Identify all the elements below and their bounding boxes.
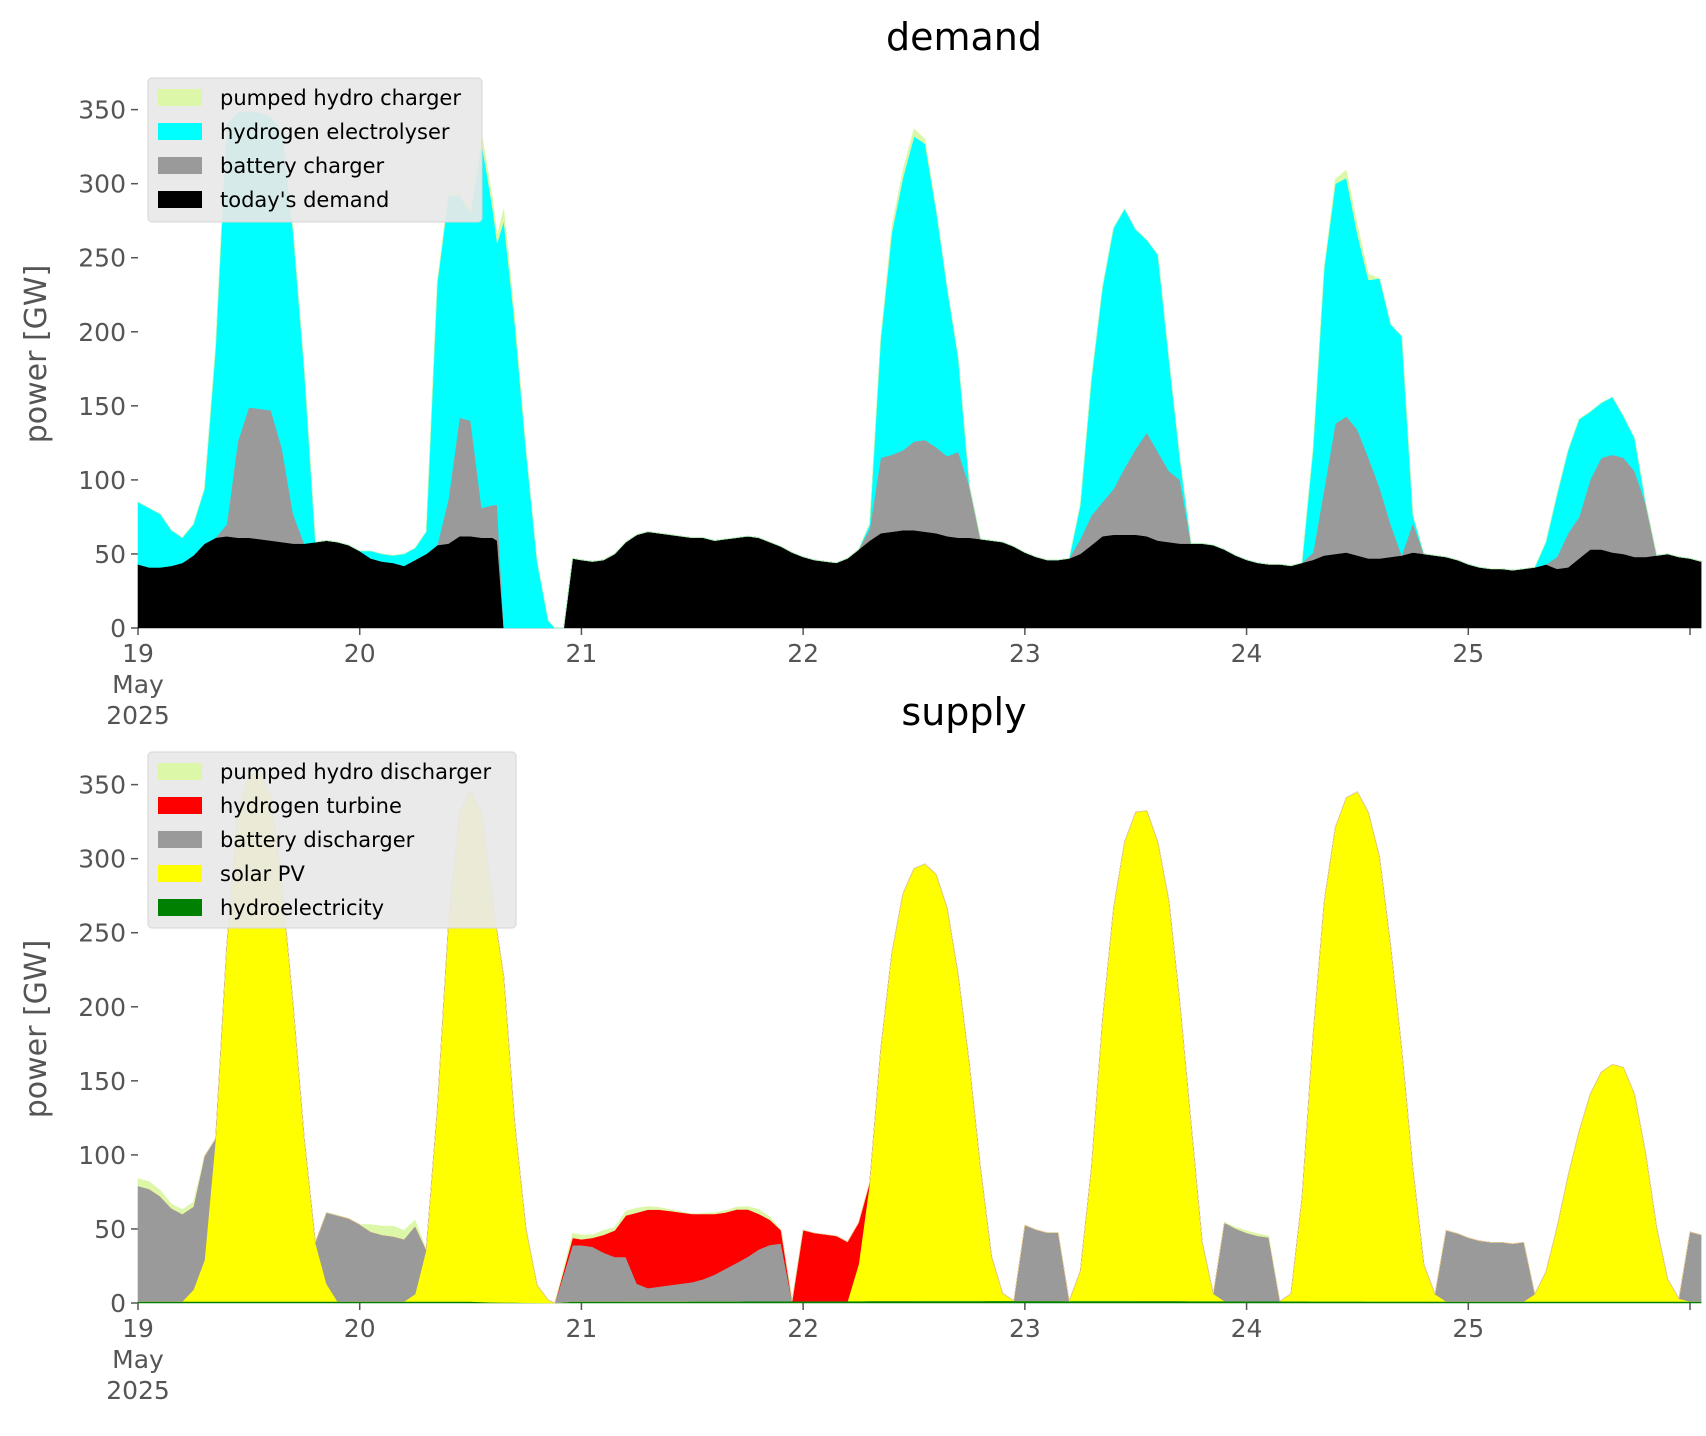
y-tick-label: 200 [78,318,126,347]
x-tick-label: 19 [122,639,154,668]
x-tick-label: May [112,1345,164,1374]
y-tick-label: 350 [78,771,126,800]
legend-box [147,77,483,223]
legend-swatch [158,899,202,916]
legend-label: battery charger [220,154,385,178]
y-tick-label: 300 [78,170,126,199]
legend-label: pumped hydro discharger [220,760,491,784]
y-tick-label: 0 [110,1289,126,1318]
x-tick-label: 25 [1452,1314,1484,1343]
x-tick-label: 21 [566,1314,598,1343]
y-tick-label: 250 [78,919,126,948]
legend-box [147,751,517,929]
x-tick-label: 22 [787,1314,819,1343]
y-tick-label: 0 [110,614,126,643]
y-tick-label: 150 [78,392,126,421]
x-tick-label: 19 [122,1314,154,1343]
legend-swatch [158,191,202,208]
y-tick-label: 50 [94,1215,126,1244]
area-today-s-demand [137,529,1702,629]
legend: pumped hydro charger hydrogen electrolyse… [147,77,483,223]
panel-demand: demand power [GW] 0 50 100 150 200 250 300 350 19M… [19,15,1702,730]
x-tick-label: May [112,670,164,699]
legend-label: hydrogen turbine [220,794,402,818]
y-tick-label: 150 [78,1067,126,1096]
legend-swatch [158,89,202,106]
y-axis-label: power [GW] [19,940,54,1119]
x-tick-label: 25 [1452,639,1484,668]
y-tick-label: 100 [78,466,126,495]
y-tick-label: 200 [78,993,126,1022]
x-tick-label: 20 [344,1314,376,1343]
legend-swatch [158,157,202,174]
area-pumped-hydro-discharger [137,770,1702,1304]
legend-label: hydroelectricity [220,896,384,920]
x-tick-label: 22 [787,639,819,668]
y-axis-label: power [GW] [19,265,54,444]
y-tick-label: 250 [78,244,126,273]
y-tick-label: 100 [78,1141,126,1170]
legend-label: hydrogen electrolyser [220,120,450,144]
y-tick-label: 300 [78,845,126,874]
y-tick-label: 50 [94,540,126,569]
legend-swatch [158,123,202,140]
legend-label: pumped hydro charger [220,86,461,110]
legend-swatch [158,831,202,848]
legend-label: solar PV [220,862,305,886]
legend-label: battery discharger [220,828,415,852]
panel-supply: supply power [GW] 0 50 100 150 200 250 300 350 19M… [19,690,1702,1405]
area-pumped-hydro-charger [137,110,1702,629]
x-tick-label: 2025 [106,701,170,730]
x-tick-label: 24 [1231,639,1263,668]
x-tick-label: 24 [1231,1314,1263,1343]
y-tick-label: 350 [78,96,126,125]
legend-swatch [158,797,202,814]
legend-swatch [158,763,202,780]
x-tick-label: 21 [566,639,598,668]
chart-title: demand [886,15,1042,59]
legend: pumped hydro discharger hydrogen turbine b… [147,751,517,929]
x-tick-label: 2025 [106,1376,170,1405]
x-tick-label: 23 [1009,1314,1041,1343]
x-tick-label: 20 [344,639,376,668]
legend-swatch [158,865,202,882]
chart-title: supply [901,690,1026,734]
x-tick-label: 23 [1009,639,1041,668]
legend-label: today's demand [220,188,389,212]
